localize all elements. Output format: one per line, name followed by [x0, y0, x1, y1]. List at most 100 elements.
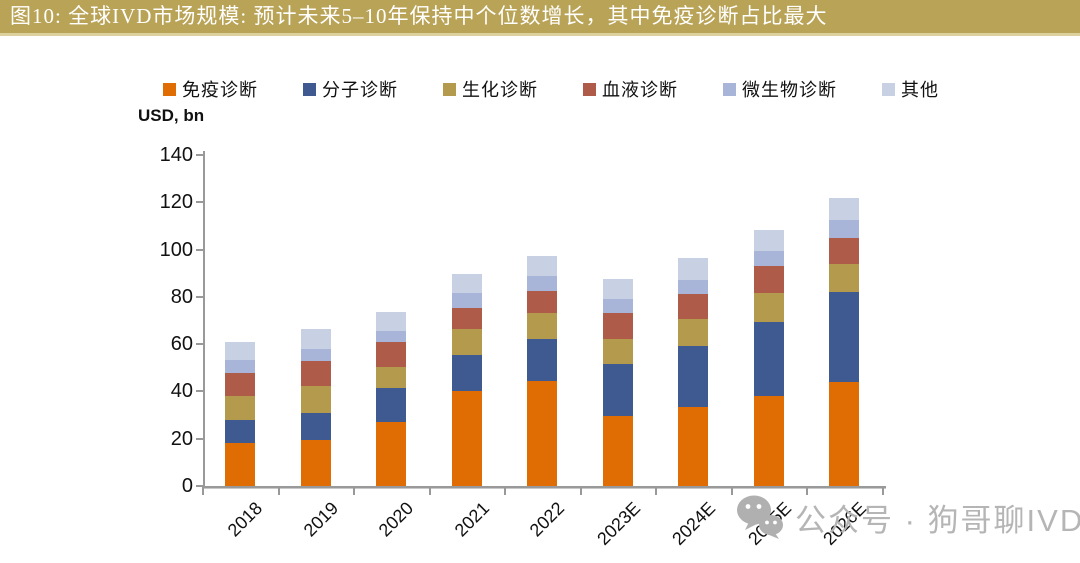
- bar-segment-微生物诊断: [829, 220, 859, 238]
- legend-item-血液诊断: 血液诊断: [583, 76, 678, 102]
- y-axis-label: 120: [159, 191, 193, 214]
- x-axis-label: 2024E: [668, 498, 720, 549]
- bar-2020: [376, 312, 406, 486]
- x-axis-label: 2019: [299, 498, 342, 541]
- legend-label: 生化诊断: [462, 80, 538, 100]
- bar-segment-其他: [678, 257, 708, 281]
- legend-label: 血液诊断: [602, 80, 678, 100]
- legend-item-其他: 其他: [882, 76, 939, 102]
- bar-segment-分子诊断: [300, 412, 331, 440]
- bar-segment-免疫诊断: [527, 380, 557, 486]
- bar-segment-其他: [753, 229, 784, 251]
- bar-segment-其他: [829, 197, 859, 221]
- bar-2025E: [753, 229, 784, 486]
- bar-segment-免疫诊断: [451, 391, 482, 486]
- bar-segment-其他: [376, 312, 406, 332]
- x-axis-tick: [730, 488, 733, 495]
- y-axis-tick: [196, 390, 203, 393]
- x-axis-tick: [353, 488, 356, 495]
- legend-label: 其他: [901, 80, 939, 100]
- bar-segment-血液诊断: [376, 341, 406, 367]
- x-axis-tick: [806, 488, 809, 495]
- legend-swatch: [163, 82, 176, 96]
- bar-segment-生化诊断: [376, 366, 406, 388]
- bar-2021: [451, 274, 482, 486]
- bar-segment-微生物诊断: [753, 250, 784, 267]
- y-axis-label: 40: [170, 380, 193, 403]
- bar-segment-免疫诊断: [678, 406, 708, 486]
- bar-segment-免疫诊断: [376, 422, 406, 486]
- bar-2018: [225, 341, 255, 486]
- bar-2022: [527, 255, 557, 486]
- bar-2019: [300, 328, 331, 486]
- legend-swatch: [882, 82, 895, 96]
- bar-2024E: [678, 257, 708, 486]
- legend-label: 微生物诊断: [742, 80, 837, 100]
- bar-segment-血液诊断: [829, 237, 859, 264]
- legend-swatch: [583, 82, 596, 96]
- legend-label: 免疫诊断: [182, 80, 258, 100]
- y-axis-label: 100: [159, 238, 193, 261]
- y-axis-tick: [196, 248, 203, 251]
- bar-2026E: [829, 197, 859, 486]
- legend-swatch: [303, 82, 316, 96]
- x-axis-tick: [881, 488, 884, 495]
- bar-segment-免疫诊断: [225, 443, 255, 486]
- bar-segment-生化诊断: [829, 263, 859, 293]
- bar-segment-微生物诊断: [376, 331, 406, 342]
- figure-title: 图10: 全球IVD市场规模: 预计未来5–10年保持中个位数增长，其中免疫诊断…: [10, 4, 828, 28]
- bar-segment-微生物诊断: [451, 293, 482, 308]
- y-axis-label: 20: [170, 427, 193, 450]
- bar-segment-免疫诊断: [753, 396, 784, 486]
- bar-segment-生化诊断: [451, 328, 482, 355]
- legend-swatch: [443, 82, 456, 96]
- bar-segment-微生物诊断: [225, 359, 255, 373]
- bar-segment-血液诊断: [300, 360, 331, 386]
- bar-segment-生化诊断: [602, 339, 633, 365]
- bar-segment-分子诊断: [602, 364, 633, 417]
- chart-legend: 免疫诊断 分子诊断 生化诊断 血液诊断 微生物诊断 其他: [163, 78, 953, 100]
- legend-item-微生物诊断: 微生物诊断: [723, 76, 837, 102]
- legend-item-免疫诊断: 免疫诊断: [163, 76, 258, 102]
- x-axis-label: 2018: [223, 498, 267, 541]
- x-axis-tick: [579, 488, 582, 495]
- bar-segment-其他: [451, 274, 482, 294]
- bar-segment-生化诊断: [225, 396, 255, 420]
- y-axis-unit-label: USD, bn: [138, 106, 205, 125]
- bar-segment-分子诊断: [376, 387, 406, 423]
- stacked-bar-chart: 免疫诊断 分子诊断 生化诊断 血液诊断 微生物诊断 其他 USD, bn 0 20 40 60 8…: [0, 36, 1080, 563]
- bar-segment-生化诊断: [527, 313, 557, 340]
- x-axis-tick: [428, 488, 431, 495]
- bar-segment-免疫诊断: [602, 416, 633, 486]
- bar-segment-其他: [300, 328, 331, 349]
- bar-segment-微生物诊断: [678, 280, 708, 295]
- bar-segment-微生物诊断: [602, 299, 633, 314]
- figure-title-bar: 图10: 全球IVD市场规模: 预计未来5–10年保持中个位数增长，其中免疫诊断…: [0, 0, 1080, 33]
- bar-segment-血液诊断: [602, 313, 633, 340]
- bar-segment-分子诊断: [829, 292, 859, 382]
- bar-segment-生化诊断: [300, 385, 331, 413]
- x-axis-label: 2025E: [743, 498, 795, 549]
- y-axis-tick: [196, 485, 203, 487]
- y-axis-tick: [196, 295, 203, 298]
- x-axis-tick: [655, 488, 658, 495]
- y-axis-tick: [196, 201, 203, 204]
- legend-item-分子诊断: 分子诊断: [303, 76, 398, 102]
- bar-segment-分子诊断: [225, 419, 255, 444]
- title-bar-stripe: [0, 33, 1080, 36]
- bar-segment-分子诊断: [451, 354, 482, 392]
- y-axis-label: 0: [181, 475, 193, 497]
- legend-item-生化诊断: 生化诊断: [443, 76, 538, 102]
- x-axis-tick: [504, 488, 507, 495]
- bar-segment-血液诊断: [527, 290, 557, 314]
- y-axis-label: 60: [170, 333, 193, 356]
- bar-segment-分子诊断: [527, 339, 557, 381]
- bar-segment-分子诊断: [678, 346, 708, 407]
- bar-segment-血液诊断: [451, 307, 482, 329]
- x-axis-label: 2022: [525, 498, 569, 541]
- y-axis-line: [203, 151, 205, 488]
- x-axis-tick: [202, 488, 205, 495]
- bar-segment-其他: [527, 255, 557, 276]
- bar-segment-生化诊断: [678, 319, 708, 347]
